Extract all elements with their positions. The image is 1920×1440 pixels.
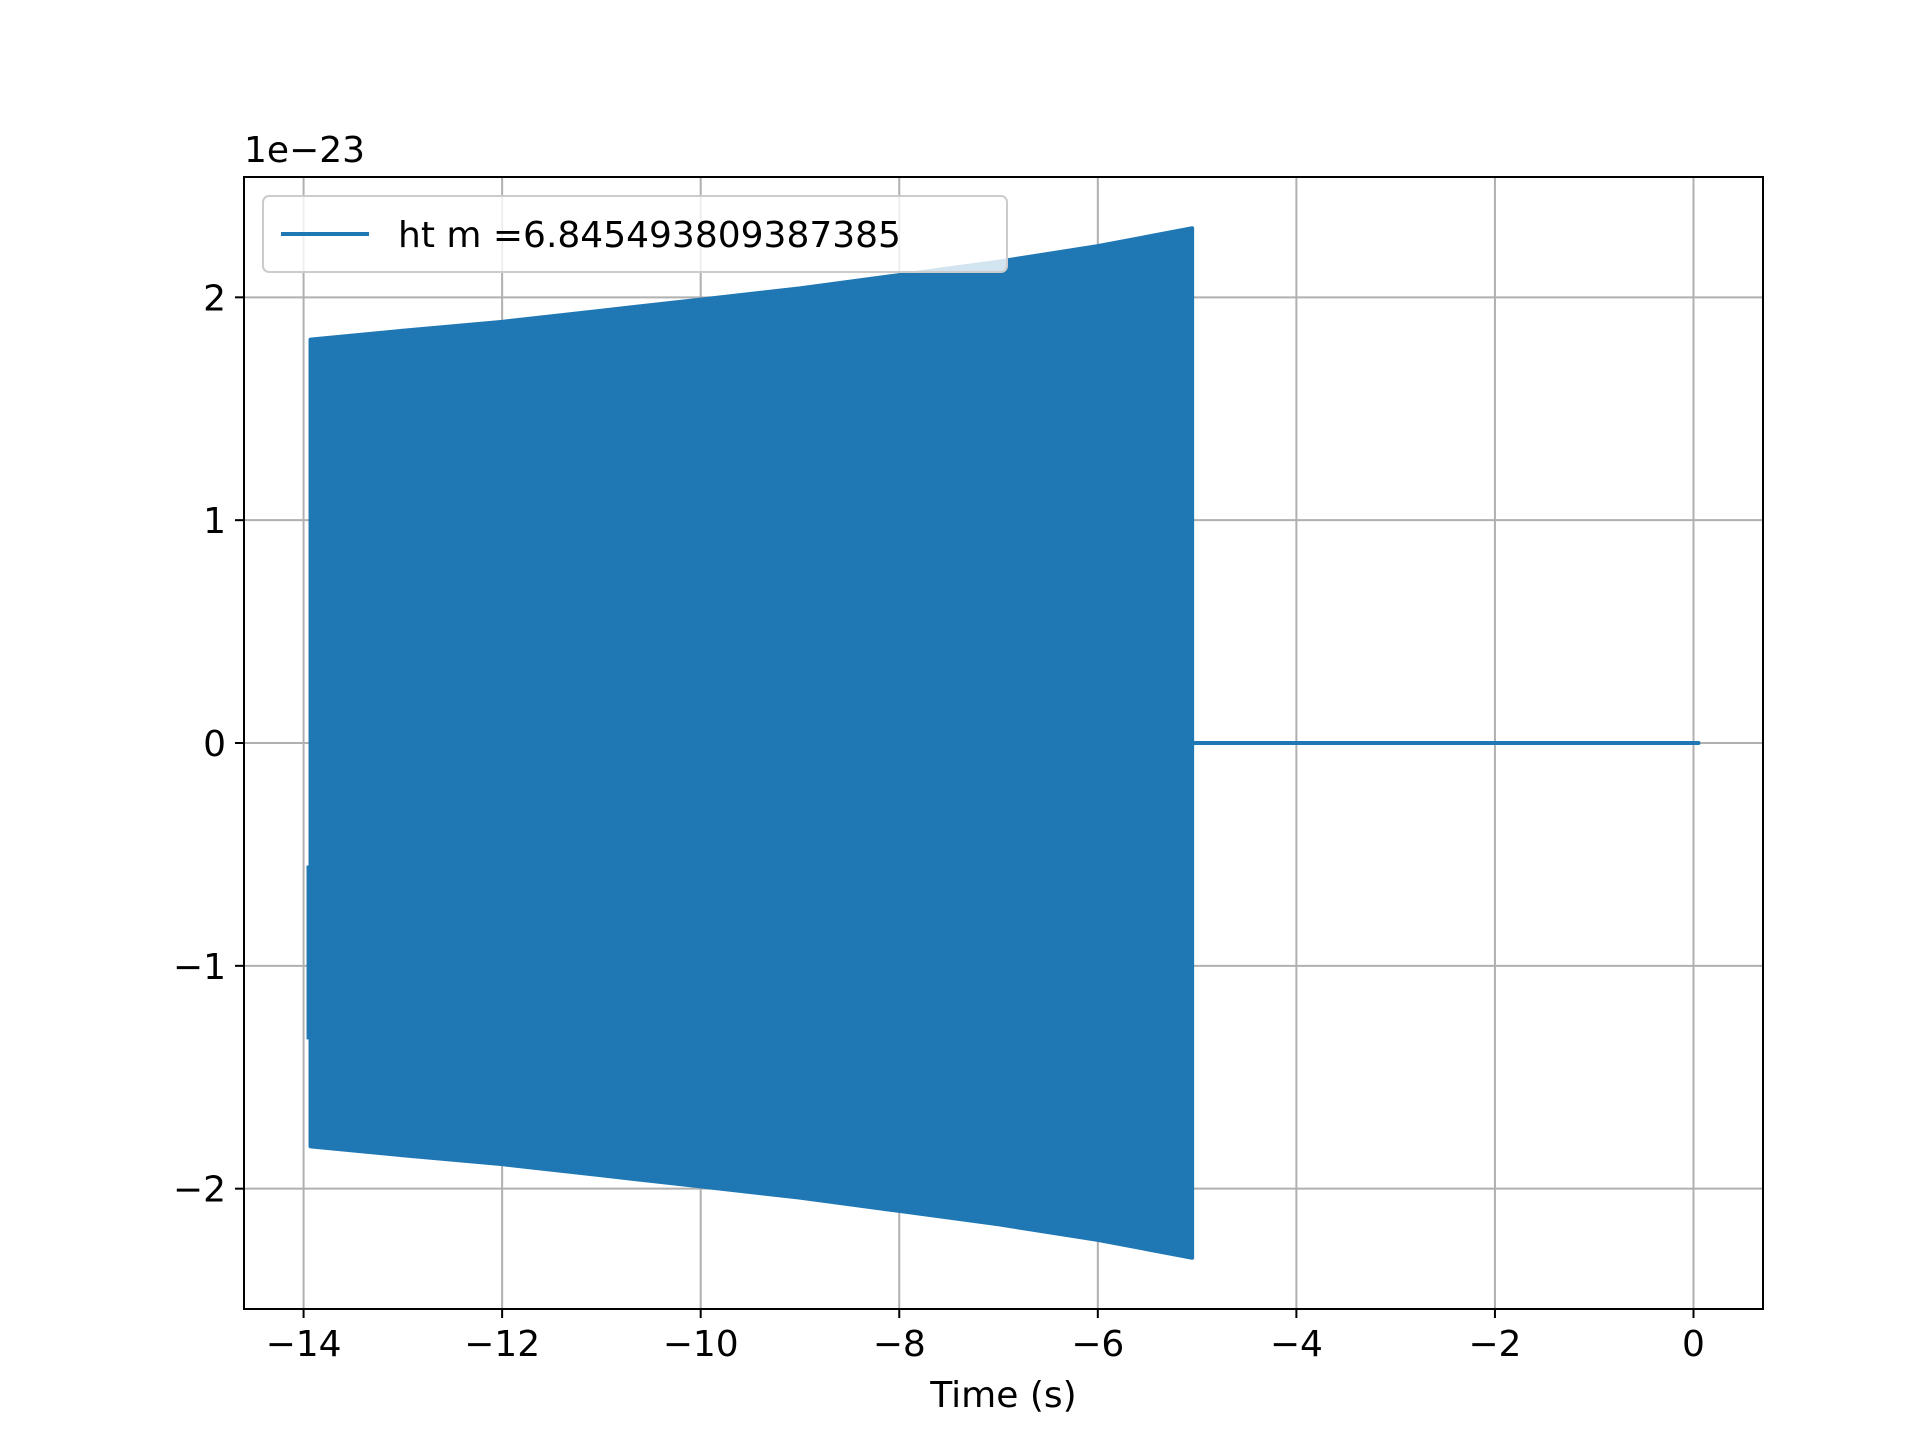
y-tick-label: 2 bbox=[203, 278, 226, 319]
x-tick-label: 0 bbox=[1682, 1324, 1705, 1365]
y-tick-label: 0 bbox=[203, 724, 226, 765]
x-tick-label: −8 bbox=[873, 1324, 926, 1365]
legend: ht m =6.845493809387385 bbox=[262, 195, 1008, 273]
x-tick-label: −12 bbox=[464, 1324, 540, 1365]
y-tick-label: −2 bbox=[173, 1170, 226, 1211]
x-tick-label: −4 bbox=[1270, 1324, 1323, 1365]
y-tick-label: 1 bbox=[203, 501, 226, 542]
y-offset-text: 1e−23 bbox=[244, 130, 365, 171]
x-tick-label: −14 bbox=[266, 1324, 342, 1365]
legend-box bbox=[262, 195, 1008, 273]
x-tick-label: −6 bbox=[1071, 1324, 1124, 1365]
plot-area bbox=[306, 226, 1701, 1260]
y-tick-label: −1 bbox=[173, 947, 226, 988]
x-axis-label: Time (s) bbox=[929, 1375, 1076, 1416]
series-oscillation-band bbox=[308, 226, 1195, 1260]
x-tick-label: −2 bbox=[1468, 1324, 1521, 1365]
legend-label: ht m =6.845493809387385 bbox=[398, 215, 901, 256]
x-tick-label: −10 bbox=[663, 1324, 739, 1365]
